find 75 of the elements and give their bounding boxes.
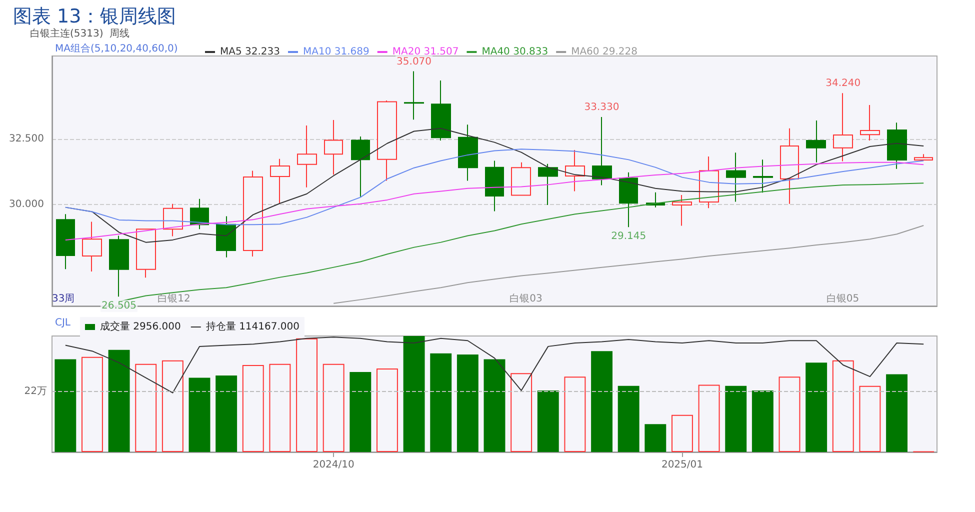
candlestick xyxy=(753,159,773,194)
candlestick xyxy=(672,194,692,226)
candlestick xyxy=(324,119,343,176)
candlestick xyxy=(485,160,504,212)
candlestick xyxy=(511,162,531,196)
legend-label: MA20 31.507 xyxy=(392,46,459,58)
bar xyxy=(350,372,372,452)
legend-title: MA组合(5,10,20,40,60,0) xyxy=(55,42,178,54)
x-tick-label: 2024/10 xyxy=(312,460,354,470)
candlestick xyxy=(82,221,102,272)
candlestick xyxy=(243,170,263,258)
candlestick xyxy=(431,80,451,141)
bar xyxy=(806,362,828,452)
annotation: 白银12 xyxy=(158,292,190,304)
candlestick xyxy=(914,154,933,160)
annotation: 33.330 xyxy=(584,102,620,114)
candlestick xyxy=(592,116,612,186)
candlestick xyxy=(297,124,317,188)
annotation: 26.505 xyxy=(102,300,137,312)
bar xyxy=(456,354,478,452)
bar xyxy=(886,374,908,452)
bar xyxy=(644,424,666,452)
bar xyxy=(752,390,774,452)
candlestick xyxy=(780,128,799,204)
candlestick xyxy=(565,149,585,192)
candlestick xyxy=(860,104,880,141)
legend-title: CJL xyxy=(55,318,71,328)
candlestick xyxy=(351,136,370,198)
candlestick xyxy=(377,100,397,182)
candlestick xyxy=(216,216,236,258)
ref-line-label: 22万 xyxy=(24,386,47,398)
candlestick xyxy=(726,152,746,202)
annotation: 35.070 xyxy=(396,56,432,68)
bar xyxy=(725,386,747,452)
bar xyxy=(591,351,612,452)
y-tick-label: 30.000 xyxy=(9,199,44,210)
line-series xyxy=(333,224,924,304)
bar xyxy=(403,336,425,452)
legend-label: 持仓量 114167.000 xyxy=(206,320,300,332)
candlestick xyxy=(56,214,75,270)
legend-label: MA10 31.689 xyxy=(303,46,370,58)
line-series xyxy=(64,148,924,226)
annotation: 白银03 xyxy=(510,292,542,304)
bar xyxy=(430,353,452,452)
legend-label: MA40 30.833 xyxy=(482,46,548,58)
bar xyxy=(188,378,210,452)
candlestick xyxy=(136,228,156,278)
candlestick xyxy=(619,172,638,228)
candlestick xyxy=(109,235,129,298)
candlestick xyxy=(806,120,826,163)
chart-title: 图表 13：银周线图 xyxy=(13,6,176,28)
legend-label: MA60 29.228 xyxy=(571,46,638,58)
bar xyxy=(216,375,238,452)
legend-label: 成交量 2956.000 xyxy=(100,320,181,332)
candlestick xyxy=(833,92,853,162)
candlestick xyxy=(404,70,424,120)
chart-subtitle: 白银主连(5313) 周线 xyxy=(30,28,130,40)
bar xyxy=(537,390,559,452)
annotation: 33周 xyxy=(52,294,75,304)
legend-label: MA5 32.233 xyxy=(220,46,280,58)
annotation: 白银05 xyxy=(826,292,860,304)
candlestick xyxy=(270,158,290,204)
candlestick xyxy=(887,122,907,170)
bar xyxy=(54,359,76,452)
bar xyxy=(618,386,640,452)
candlestick xyxy=(458,124,478,182)
line-series xyxy=(64,162,924,240)
x-tick-label: 2025/01 xyxy=(661,460,703,470)
candlestick xyxy=(538,163,558,206)
annotation: 29.145 xyxy=(611,231,646,242)
candlestick xyxy=(163,203,183,237)
bar xyxy=(108,350,130,452)
bar xyxy=(484,359,506,452)
y-tick-label: 32.500 xyxy=(9,133,44,144)
annotation: 34.240 xyxy=(826,78,861,90)
